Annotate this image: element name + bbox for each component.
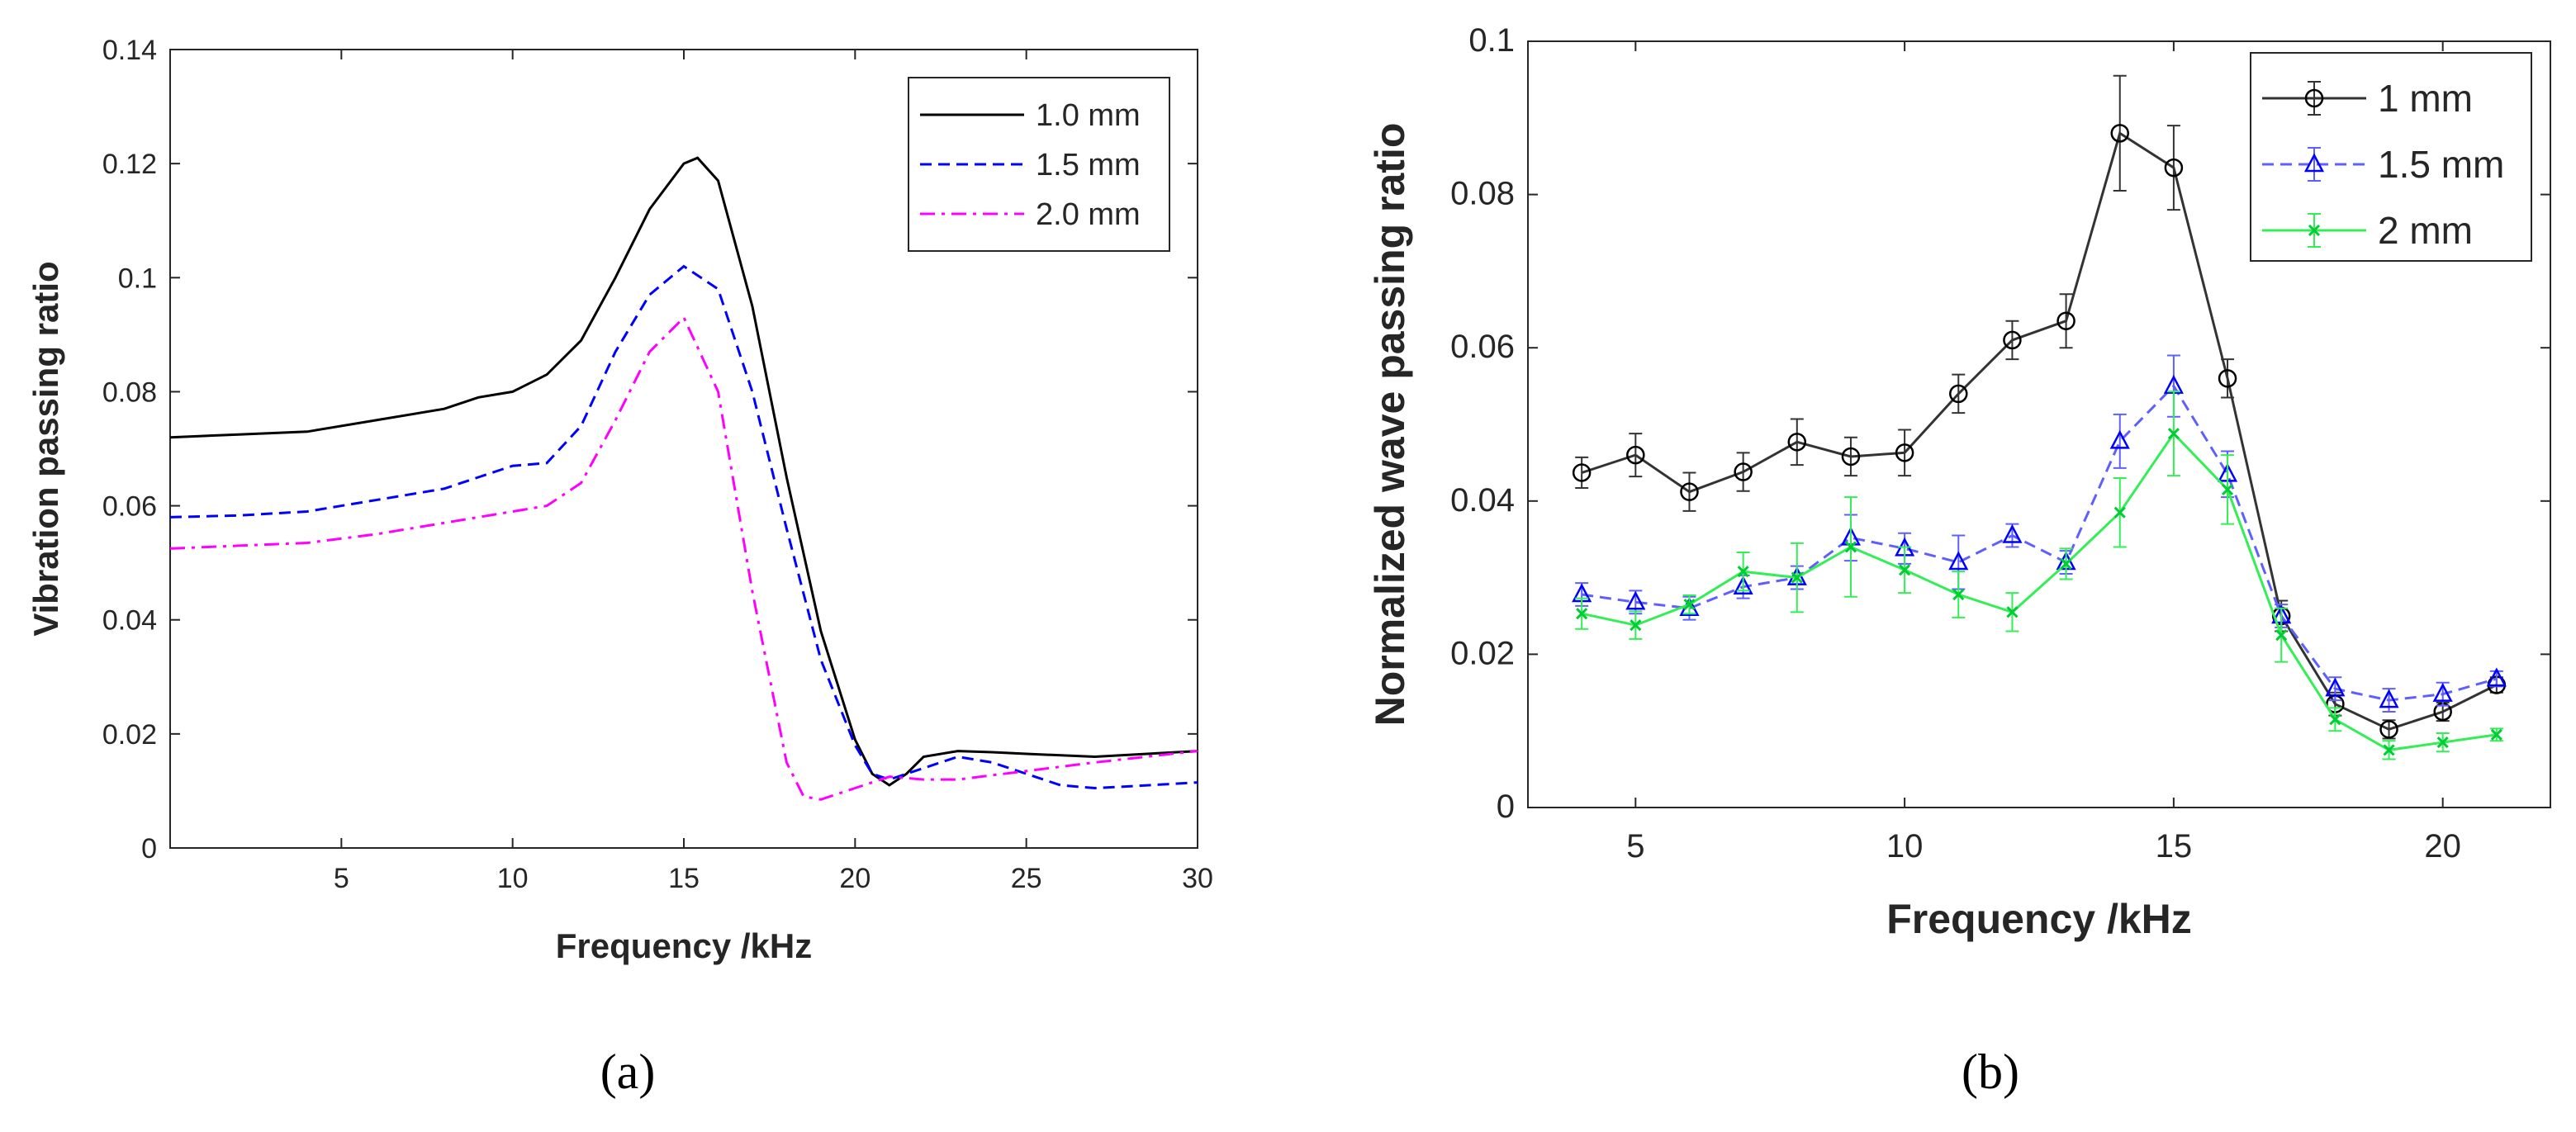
x-tick-label: 15 (668, 863, 700, 894)
legend-label: 1.0 mm (1036, 98, 1141, 133)
marker-triangle (2486, 667, 2507, 687)
marker-circle (1572, 463, 1592, 482)
legend-box (2250, 52, 2532, 262)
legend-label: 2 mm (2378, 209, 2473, 252)
marker-circle (2164, 158, 2184, 178)
marker-circle (1626, 445, 1645, 465)
marker-x (2060, 557, 2072, 570)
marker-x (2167, 428, 2180, 440)
series-2 (169, 315, 1198, 801)
y-tick-label: 0.08 (102, 377, 157, 408)
y-tick-label: 0.1 (118, 263, 157, 294)
y-tick-label: 0.08 (1450, 176, 1515, 212)
marker-circle (1734, 462, 1753, 481)
legend: 1 mm 1.5 mm 2 mm (2250, 52, 2532, 262)
legend-label: 1 mm (2378, 77, 2473, 120)
series-line (169, 315, 1198, 801)
y-axis-label: Vibration passing ratio (26, 261, 65, 636)
marker-triangle (2432, 682, 2453, 702)
x-axis-label: Frequency /kHz (1886, 896, 2192, 942)
x-tick-label: 20 (839, 863, 871, 894)
y-tick-label: 0.1 (1468, 22, 1515, 59)
marker-circle (2218, 369, 2237, 388)
marker-circle (2379, 720, 2398, 739)
legend-label: 2.0 mm (1036, 197, 1141, 232)
y-axis-label: Normalized wave passing ratio (1367, 123, 1413, 727)
marker-circle (2110, 124, 2129, 143)
marker-x (2490, 728, 2502, 741)
marker-circle (1841, 447, 1861, 467)
marker-circle (1680, 482, 1699, 501)
marker-x (2383, 744, 2395, 756)
panel-label: (a) (600, 1044, 656, 1099)
marker-x (1791, 571, 1803, 584)
marker-triangle (2379, 689, 2399, 708)
marker-triangle (2109, 429, 2130, 449)
y-tick-label: 0.06 (102, 491, 157, 523)
marker-x (1683, 599, 1696, 611)
series-line (1581, 384, 2498, 702)
marker-x (2436, 737, 2449, 749)
y-tick-label: 0.06 (1450, 329, 1515, 365)
marker-circle (2304, 88, 2324, 108)
y-tick-label: 0 (141, 833, 157, 864)
chart-a: 0 0.02 0.04 0.06 0.08 0.1 0.12 0.14 5 10 15 20 25 30 F… (26, 35, 1213, 1099)
marker-x (2006, 606, 2019, 618)
y-tick-label: 0.04 (1450, 482, 1515, 519)
marker-x (1899, 564, 1911, 576)
y-tick-label: 0.02 (102, 719, 157, 751)
marker-triangle (1948, 551, 1969, 571)
series-0 (169, 156, 1198, 787)
x-tick-label: 10 (1886, 828, 1924, 864)
marker-x (1576, 608, 1588, 620)
marker-circle (1949, 384, 1968, 404)
marker-x (1630, 619, 1642, 632)
y-tick-label: 0.14 (102, 35, 157, 66)
marker-x (2308, 224, 2321, 237)
series-line (169, 264, 1198, 790)
series-line (169, 156, 1198, 787)
x-tick-label: 10 (497, 863, 529, 894)
x-tick-label: 20 (2424, 828, 2461, 864)
x-tick-label: 25 (1011, 863, 1042, 894)
marker-circle (1895, 443, 1914, 462)
x-tick-label: 5 (1626, 828, 1644, 864)
marker-x (1737, 566, 1749, 578)
marker-x (2275, 629, 2288, 642)
marker-x (2113, 506, 2126, 519)
x-axis-label: Frequency /kHz (556, 926, 812, 965)
series-0 (1572, 74, 2507, 740)
marker-x (1952, 588, 1965, 601)
series-2 (1575, 391, 2503, 760)
panel-label: (b) (1962, 1044, 2019, 1099)
marker-triangle (2325, 677, 2346, 697)
marker-circle (2003, 330, 2022, 350)
series-line (1581, 131, 2498, 731)
series-line (1581, 431, 2498, 751)
legend-label: 1.5 mm (1036, 148, 1141, 182)
marker-triangle (2002, 523, 2023, 543)
series-1 (169, 264, 1198, 790)
y-tick-label: 0.12 (102, 149, 157, 180)
y-tick-label: 0 (1497, 789, 1515, 825)
legend-label: 1.5 mm (2378, 143, 2504, 186)
y-tick-label: 0.04 (102, 605, 157, 637)
y-tick-label: 0.02 (1450, 635, 1515, 671)
legend-box (908, 77, 1170, 252)
marker-triangle (2303, 153, 2325, 173)
marker-circle (2057, 311, 2076, 330)
marker-triangle (1625, 590, 1646, 610)
marker-circle (1787, 433, 1807, 452)
marker-x (1844, 541, 1857, 553)
x-tick-label: 5 (334, 863, 349, 894)
marker-triangle (1733, 575, 1753, 594)
x-tick-label: 15 (2156, 828, 2193, 864)
marker-x (2221, 483, 2234, 495)
x-tick-label: 30 (1182, 863, 1213, 894)
chart-b: 0 0.02 0.04 0.06 0.08 0.1 5 10 15 20 Frequency /kH… (1367, 22, 2551, 1099)
legend: 1.0 mm 1.5 mm 2.0 mm (908, 77, 1170, 252)
marker-x (2329, 713, 2341, 726)
